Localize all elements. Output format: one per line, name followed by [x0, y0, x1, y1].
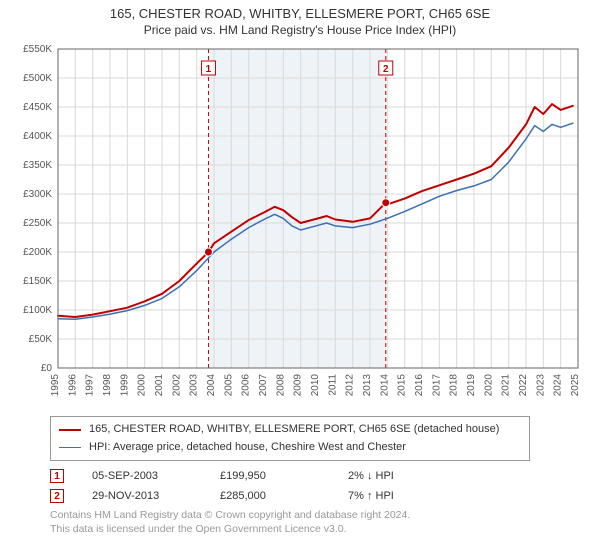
legend-swatch [59, 429, 81, 431]
sale-row: 1 05-SEP-2003 £199,950 2% ↓ HPI [50, 469, 590, 483]
legend-item: 165, CHESTER ROAD, WHITBY, ELLESMERE POR… [59, 421, 521, 439]
svg-text:2005: 2005 [223, 374, 234, 397]
svg-text:1999: 1999 [119, 374, 130, 397]
svg-text:£0: £0 [41, 363, 53, 374]
svg-text:2020: 2020 [483, 374, 494, 397]
sale-marker-box: 2 [50, 489, 64, 503]
legend-label: 165, CHESTER ROAD, WHITBY, ELLESMERE POR… [89, 421, 499, 439]
svg-text:1996: 1996 [67, 374, 78, 397]
svg-text:2000: 2000 [137, 374, 148, 397]
svg-text:2004: 2004 [206, 374, 217, 397]
disclaimer: Contains HM Land Registry data © Crown c… [50, 509, 590, 536]
sale-price: £285,000 [220, 490, 320, 502]
svg-text:£550K: £550K [23, 44, 52, 55]
sale-date: 05-SEP-2003 [92, 470, 192, 482]
svg-text:2008: 2008 [275, 374, 286, 397]
sale-delta: 2% ↓ HPI [348, 470, 448, 482]
svg-text:1: 1 [206, 64, 212, 75]
legend: 165, CHESTER ROAD, WHITBY, ELLESMERE POR… [50, 416, 530, 461]
sale-price: £199,950 [220, 470, 320, 482]
svg-text:2018: 2018 [449, 374, 460, 397]
sale-date: 29-NOV-2013 [92, 490, 192, 502]
svg-text:2002: 2002 [171, 374, 182, 397]
svg-text:£50K: £50K [29, 334, 53, 345]
svg-text:£100K: £100K [23, 305, 52, 316]
chart-subtitle: Price paid vs. HM Land Registry's House … [10, 23, 590, 37]
sale-marker-box: 1 [50, 469, 64, 483]
svg-text:2025: 2025 [570, 374, 581, 397]
svg-text:£150K: £150K [23, 276, 52, 287]
svg-text:£200K: £200K [23, 247, 52, 258]
svg-text:2011: 2011 [327, 374, 338, 396]
svg-text:£250K: £250K [23, 218, 52, 229]
svg-text:2012: 2012 [345, 374, 356, 397]
svg-text:2016: 2016 [414, 374, 425, 397]
chart-title: 165, CHESTER ROAD, WHITBY, ELLESMERE POR… [10, 6, 590, 21]
svg-text:2007: 2007 [258, 374, 269, 397]
sale-row: 2 29-NOV-2013 £285,000 7% ↑ HPI [50, 489, 590, 503]
svg-text:1998: 1998 [102, 374, 113, 397]
svg-text:£300K: £300K [23, 189, 52, 200]
svg-text:£500K: £500K [23, 73, 52, 84]
svg-text:2019: 2019 [466, 374, 477, 397]
legend-swatch [59, 447, 81, 448]
svg-text:2009: 2009 [293, 374, 304, 397]
svg-text:2022: 2022 [518, 374, 529, 397]
svg-text:2: 2 [383, 64, 389, 75]
sales-table: 1 05-SEP-2003 £199,950 2% ↓ HPI 2 29-NOV-2013… [50, 469, 590, 503]
svg-text:2024: 2024 [553, 374, 564, 397]
legend-label: HPI: Average price, detached house, Ches… [89, 439, 406, 457]
disclaimer-line-2: This data is licensed under the Open Gov… [50, 523, 590, 537]
svg-text:2013: 2013 [362, 374, 373, 397]
svg-text:£450K: £450K [23, 102, 52, 113]
svg-text:2003: 2003 [189, 374, 200, 397]
svg-text:2015: 2015 [397, 374, 408, 397]
svg-text:2010: 2010 [310, 374, 321, 397]
disclaimer-line-1: Contains HM Land Registry data © Crown c… [50, 509, 590, 523]
svg-text:2001: 2001 [154, 374, 165, 397]
chart-area: 1995 1996 1997 1998 1999 2000 2001 2002 2003 2004… [10, 43, 590, 408]
svg-text:1995: 1995 [50, 374, 61, 397]
sale-delta: 7% ↑ HPI [348, 490, 448, 502]
svg-text:£400K: £400K [23, 131, 52, 142]
svg-text:2006: 2006 [241, 374, 252, 397]
svg-text:£350K: £350K [23, 160, 52, 171]
legend-item: HPI: Average price, detached house, Ches… [59, 439, 521, 457]
svg-text:2023: 2023 [535, 374, 546, 397]
svg-text:1997: 1997 [85, 374, 96, 397]
svg-text:2021: 2021 [501, 374, 512, 397]
line-chart: 1995 1996 1997 1998 1999 2000 2001 2002 2003 2004… [10, 43, 590, 408]
svg-text:2017: 2017 [431, 374, 442, 397]
svg-text:2014: 2014 [379, 374, 390, 397]
